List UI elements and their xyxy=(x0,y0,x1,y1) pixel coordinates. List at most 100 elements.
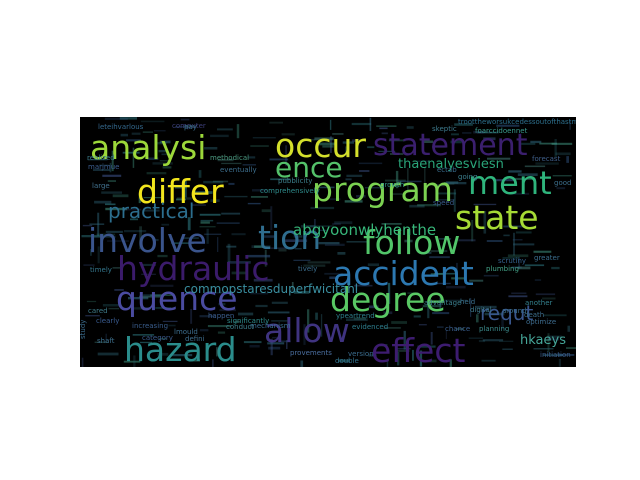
filler-stroke xyxy=(346,318,368,321)
filler-stroke xyxy=(101,191,122,194)
filler-stroke xyxy=(434,272,458,275)
filler-stroke xyxy=(397,180,422,183)
filler-stroke xyxy=(508,295,528,298)
cloud-word: involve xyxy=(88,221,207,260)
filler-stroke xyxy=(512,239,523,241)
filler-stroke xyxy=(320,314,323,337)
cloud-word: held xyxy=(460,298,475,306)
filler-stroke xyxy=(329,119,332,130)
filler-stroke xyxy=(482,339,504,342)
filler-stroke xyxy=(356,195,366,198)
filler-stroke xyxy=(128,297,149,300)
filler-stroke xyxy=(152,239,159,242)
filler-stroke xyxy=(521,142,536,145)
filler-stroke xyxy=(175,126,188,128)
filler-stroke xyxy=(390,153,404,155)
filler-stroke xyxy=(159,160,171,162)
filler-stroke xyxy=(385,179,406,182)
filler-stroke xyxy=(439,297,442,312)
filler-stroke xyxy=(293,290,310,294)
filler-stroke xyxy=(108,307,120,310)
filler-stroke xyxy=(511,192,530,195)
filler-stroke xyxy=(267,342,285,345)
filler-stroke xyxy=(533,348,554,350)
filler-stroke xyxy=(111,150,114,172)
filler-stroke xyxy=(278,248,287,252)
filler-stroke xyxy=(535,293,556,296)
filler-stroke xyxy=(407,292,419,294)
filler-stroke xyxy=(206,228,209,244)
cloud-word: pubblicity xyxy=(278,177,312,185)
filler-stroke xyxy=(122,151,140,154)
filler-stroke xyxy=(423,252,432,254)
filler-stroke xyxy=(89,223,105,225)
cloud-word: degree xyxy=(330,280,446,319)
cloud-word: effect xyxy=(371,331,465,367)
filler-stroke xyxy=(496,124,520,127)
filler-stroke xyxy=(314,137,334,141)
filler-stroke xyxy=(283,239,308,242)
filler-stroke xyxy=(152,162,173,165)
cloud-word: conduct xyxy=(226,323,254,331)
filler-stroke xyxy=(456,262,458,284)
filler-stroke xyxy=(200,219,214,222)
cloud-word: tively xyxy=(298,265,317,273)
cloud-word: skeptic xyxy=(432,125,457,133)
filler-stroke xyxy=(443,182,467,185)
filler-stroke xyxy=(172,354,193,357)
filler-stroke xyxy=(184,125,195,128)
filler-stroke xyxy=(558,354,575,356)
cloud-word: analysi xyxy=(90,128,206,167)
filler-stroke xyxy=(90,249,92,256)
filler-stroke xyxy=(391,321,407,324)
filler-stroke xyxy=(542,297,556,300)
filler-stroke xyxy=(324,243,345,246)
filler-stroke xyxy=(518,256,520,269)
filler-stroke xyxy=(318,229,327,231)
filler-stroke xyxy=(199,315,215,318)
filler-stroke xyxy=(403,330,406,350)
cloud-word: pay xyxy=(184,123,197,131)
filler-stroke xyxy=(386,360,389,367)
cloud-word: ectab xyxy=(437,166,457,174)
filler-stroke xyxy=(122,208,142,211)
filler-stroke xyxy=(99,164,109,167)
filler-stroke xyxy=(183,237,199,239)
filler-stroke xyxy=(547,335,562,338)
filler-stroke xyxy=(250,145,269,147)
filler-stroke xyxy=(231,233,246,236)
filler-stroke xyxy=(269,121,283,124)
cloud-word: death xyxy=(524,311,544,319)
filler-stroke xyxy=(83,264,95,266)
filler-stroke xyxy=(435,184,445,187)
cloud-word: troottheworsukcedessoutofthastmodearyn xyxy=(458,118,576,126)
filler-stroke xyxy=(227,261,251,264)
filler-stroke xyxy=(514,177,536,180)
filler-stroke xyxy=(141,273,156,275)
filler-stroke xyxy=(104,117,128,120)
cloud-word: comprehensively xyxy=(260,187,320,195)
filler-stroke xyxy=(198,170,202,178)
filler-stroke xyxy=(155,307,172,309)
filler-stroke xyxy=(268,346,281,350)
filler-stroke xyxy=(161,223,170,226)
cloud-word: speed xyxy=(433,199,454,207)
cloud-word: around xyxy=(502,307,527,315)
cloud-word: initiation xyxy=(540,351,571,359)
filler-stroke xyxy=(429,256,450,259)
filler-stroke xyxy=(221,162,242,165)
filler-stroke xyxy=(337,252,346,255)
filler-stroke xyxy=(154,130,166,132)
filler-stroke xyxy=(359,170,370,172)
filler-stroke xyxy=(535,162,559,165)
cloud-word: accident xyxy=(333,254,474,293)
filler-stroke xyxy=(422,140,434,143)
cloud-word: lmould xyxy=(174,328,198,336)
filler-stroke xyxy=(105,207,128,211)
filler-stroke xyxy=(507,254,529,258)
filler-stroke xyxy=(157,352,169,356)
filler-stroke xyxy=(112,194,129,198)
filler-stroke xyxy=(539,142,557,145)
